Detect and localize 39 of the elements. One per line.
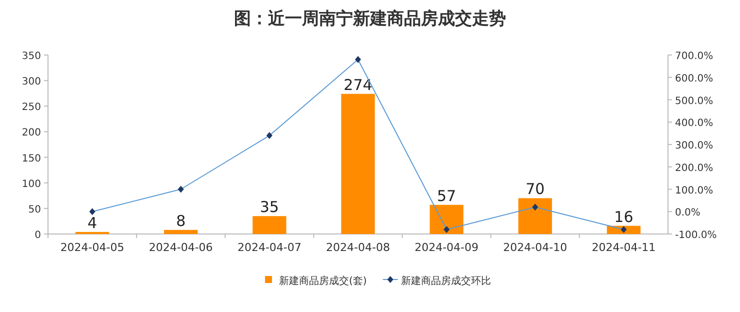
y2-tick-label: 500.0% (675, 96, 714, 107)
y-tick-label: 350 (22, 51, 41, 62)
bar (518, 198, 552, 234)
y-tick-label: 150 (22, 153, 41, 164)
bar (252, 216, 286, 234)
y-tick-label: 100 (22, 178, 41, 190)
y-tick-label: 200 (22, 128, 41, 139)
y-tick-label: 0 (34, 230, 41, 241)
bar (341, 94, 375, 234)
bar (430, 204, 464, 234)
x-tick-label: 2024-04-10 (503, 241, 568, 254)
y2-tick-label: 700.0% (675, 51, 714, 62)
data-label: 35 (260, 198, 279, 216)
data-label: 16 (614, 208, 634, 226)
data-label: 57 (437, 186, 456, 205)
data-label: 70 (526, 180, 545, 198)
bar (164, 230, 198, 234)
y2-tick-label: -100.0% (675, 230, 717, 241)
y-tick-label: 250 (22, 102, 41, 114)
legend-label: 新建商品房成交环比 (400, 275, 491, 287)
x-tick-label: 2024-04-08 (326, 241, 390, 254)
data-label: 274 (344, 76, 372, 94)
y2-tick-label: 0.0% (675, 208, 700, 219)
x-tick-label: 2024-04-06 (148, 241, 213, 254)
x-tick-label: 2024-04-09 (414, 241, 479, 254)
x-tick-label: 2024-04-11 (592, 241, 656, 254)
y2-tick-label: 200.0% (675, 162, 714, 174)
y2-tick-label: 100.0% (675, 185, 714, 196)
y-tick-label: 300 (22, 76, 41, 88)
chart-title: 图：近一周南宁新建商品房成交走势 (234, 9, 506, 29)
y2-tick-label: 300.0% (675, 140, 714, 152)
data-label: 4 (88, 214, 98, 232)
y-tick-label: 50 (28, 204, 41, 216)
legend-label: 新建商品房成交(套) (279, 275, 367, 287)
y2-tick-label: 600.0% (675, 73, 714, 84)
x-tick-label: 2024-04-05 (60, 241, 124, 254)
data-label: 8 (176, 212, 186, 230)
x-tick-label: 2024-04-07 (237, 241, 302, 254)
y2-tick-label: 400.0% (675, 118, 714, 130)
